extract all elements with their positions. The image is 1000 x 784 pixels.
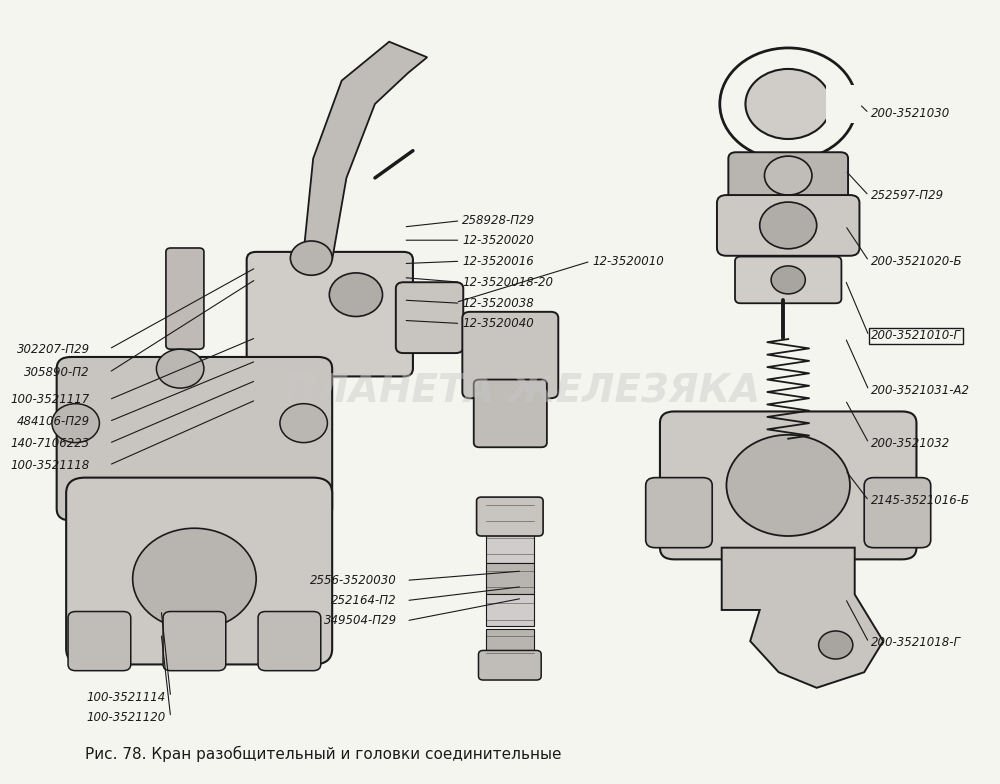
Text: Рис. 78. Кран разобщительный и головки соединительные: Рис. 78. Кран разобщительный и головки с… (85, 746, 562, 762)
Text: 100-3521120: 100-3521120 (87, 711, 166, 724)
Text: 12-3520020: 12-3520020 (462, 234, 534, 247)
FancyBboxPatch shape (57, 357, 332, 521)
FancyBboxPatch shape (486, 563, 534, 594)
Text: 12-3520038: 12-3520038 (462, 297, 534, 310)
Circle shape (819, 631, 853, 659)
Circle shape (771, 266, 805, 294)
Polygon shape (722, 548, 883, 688)
FancyBboxPatch shape (477, 497, 543, 536)
FancyBboxPatch shape (735, 256, 841, 303)
Text: 349504-П29: 349504-П29 (324, 615, 397, 627)
Circle shape (726, 435, 850, 536)
FancyBboxPatch shape (478, 651, 541, 680)
Text: 12-3520016: 12-3520016 (462, 255, 534, 267)
Text: 200-3521032: 200-3521032 (871, 437, 950, 450)
Text: 200-3521020-Б: 200-3521020-Б (871, 255, 962, 267)
Circle shape (764, 156, 812, 195)
FancyBboxPatch shape (486, 594, 534, 626)
FancyBboxPatch shape (826, 85, 864, 123)
Circle shape (52, 404, 99, 443)
FancyBboxPatch shape (258, 612, 321, 670)
Text: 100-3521118: 100-3521118 (11, 459, 90, 472)
FancyBboxPatch shape (396, 282, 463, 353)
Circle shape (133, 528, 256, 630)
FancyBboxPatch shape (462, 312, 558, 398)
Text: 140-7106223: 140-7106223 (11, 437, 90, 450)
Text: 2556-3520030: 2556-3520030 (310, 574, 397, 587)
Circle shape (290, 241, 332, 275)
FancyBboxPatch shape (68, 612, 131, 670)
Text: 200-3521030: 200-3521030 (871, 107, 950, 120)
FancyBboxPatch shape (660, 412, 916, 559)
FancyBboxPatch shape (717, 195, 859, 256)
FancyBboxPatch shape (247, 252, 413, 376)
Text: 2145-3521016-Б: 2145-3521016-Б (871, 495, 970, 507)
FancyBboxPatch shape (486, 532, 534, 563)
Circle shape (329, 273, 383, 317)
Text: 252164-П2: 252164-П2 (331, 594, 397, 607)
Circle shape (745, 69, 831, 139)
Text: 100-3521114: 100-3521114 (87, 691, 166, 704)
Text: 200-3521031-А2: 200-3521031-А2 (871, 384, 970, 397)
FancyBboxPatch shape (486, 630, 534, 657)
Text: 200-3521018-Г: 200-3521018-Г (871, 636, 961, 649)
Text: 305890-П2: 305890-П2 (24, 366, 90, 379)
Text: 12-3520018-20: 12-3520018-20 (462, 276, 553, 289)
Circle shape (156, 349, 204, 388)
Text: 484106-П29: 484106-П29 (17, 415, 90, 428)
Text: 258928-П29: 258928-П29 (462, 214, 535, 227)
Circle shape (280, 404, 327, 443)
Text: 100-3521117: 100-3521117 (11, 394, 90, 406)
Text: ПЛАНЕТА ЖЕЛЕЗЯКА: ПЛАНЕТА ЖЕЛЕЗЯКА (284, 373, 760, 411)
FancyBboxPatch shape (646, 477, 712, 548)
Text: 200-3521010-Г: 200-3521010-Г (871, 329, 961, 343)
Text: 12-3520040: 12-3520040 (462, 317, 534, 330)
FancyBboxPatch shape (474, 379, 547, 447)
Polygon shape (299, 42, 427, 260)
Text: 252597-П29: 252597-П29 (871, 189, 944, 202)
FancyBboxPatch shape (728, 152, 848, 200)
FancyBboxPatch shape (166, 248, 204, 349)
FancyBboxPatch shape (864, 477, 931, 548)
FancyBboxPatch shape (163, 612, 226, 670)
Text: 12-3520010: 12-3520010 (592, 255, 664, 267)
Text: 302207-П29: 302207-П29 (17, 343, 90, 356)
Circle shape (760, 202, 817, 249)
FancyBboxPatch shape (66, 477, 332, 665)
